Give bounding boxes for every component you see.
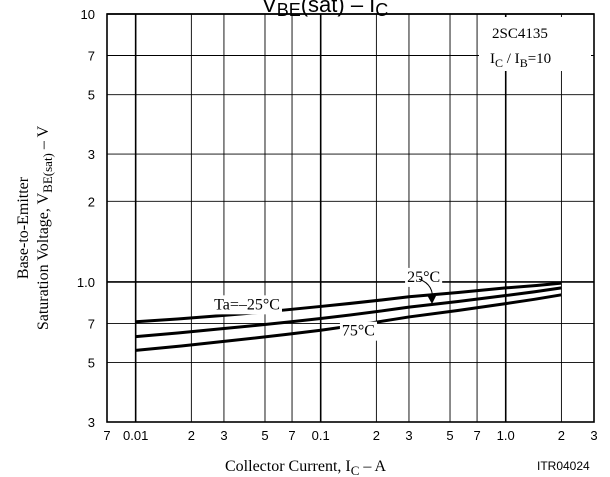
curve-label-bg	[339, 321, 377, 341]
part-number: 2SC4135	[492, 26, 548, 42]
x-tick-label: 1.0	[497, 428, 515, 443]
y-tick-label: 7	[88, 316, 95, 331]
grid	[106, 13, 595, 423]
series-line-0	[135, 281, 562, 324]
curve-labels: Ta=–25°C 25°C 75°C	[212, 267, 443, 341]
x-tick-label: 3	[220, 428, 227, 443]
y-tick-label: 1.0	[77, 275, 95, 290]
x-tick-label: 0.1	[312, 428, 330, 443]
y-tick-label: 7	[88, 49, 95, 64]
svg-text:Base-to-Emitter: Base-to-Emitter	[15, 176, 32, 279]
chart-title: VBE(sat) – IC	[262, 0, 388, 20]
curve-label: 25°C	[407, 269, 440, 286]
x-tick-label: 5	[446, 428, 453, 443]
plot-frame	[106, 13, 595, 423]
x-tick-label: 5	[261, 428, 268, 443]
y-tick-label: 5	[88, 88, 95, 103]
y-tick-label: 5	[88, 356, 95, 371]
annotation-box	[479, 17, 591, 71]
curve-label: Ta=–25°C	[214, 296, 280, 313]
svg-text:Saturation Voltage, VBE(sat): Saturation Voltage, VBE(sat) – V	[35, 125, 55, 330]
x-tick-label: 2	[373, 428, 380, 443]
curve-label-bg	[405, 267, 443, 287]
x-tick-label: 7	[103, 428, 110, 443]
x-tick-label: 7	[288, 428, 295, 443]
x-tick-label: 7	[473, 428, 480, 443]
x-axis-label: Collector Current, IC – A	[225, 458, 387, 477]
x-tick-label: 2	[558, 428, 565, 443]
x-tick-label: 2	[188, 428, 195, 443]
arrow-25c	[418, 278, 436, 304]
condition-label: IC / IB=10	[490, 51, 551, 70]
x-tick-label: 3	[590, 428, 597, 443]
y-tick-label: 2	[88, 194, 95, 209]
y-tick-label: 10	[81, 7, 95, 22]
series-line-1	[135, 286, 562, 339]
curve-label-bg	[212, 295, 282, 315]
y-tick-label: 3	[88, 147, 95, 162]
tick-labels: 7 0.01 2 3 5 7 0.1 2 3 5 7 1.0 2 3 3 5 7 1.0 2 3 5 7 10	[77, 7, 598, 443]
x-tick-label: 0.01	[123, 428, 148, 443]
figure-id: ITR04024	[537, 459, 590, 473]
svg-text:VBE(sat) – IC: VBE(sat) – IC	[262, 0, 388, 20]
x-tick-label: 3	[405, 428, 412, 443]
y-tick-label: 3	[88, 415, 95, 430]
curve-label: 75°C	[342, 323, 375, 340]
y-axis-label: Base-to-Emitter Saturation Voltage, VBE(…	[15, 125, 55, 330]
